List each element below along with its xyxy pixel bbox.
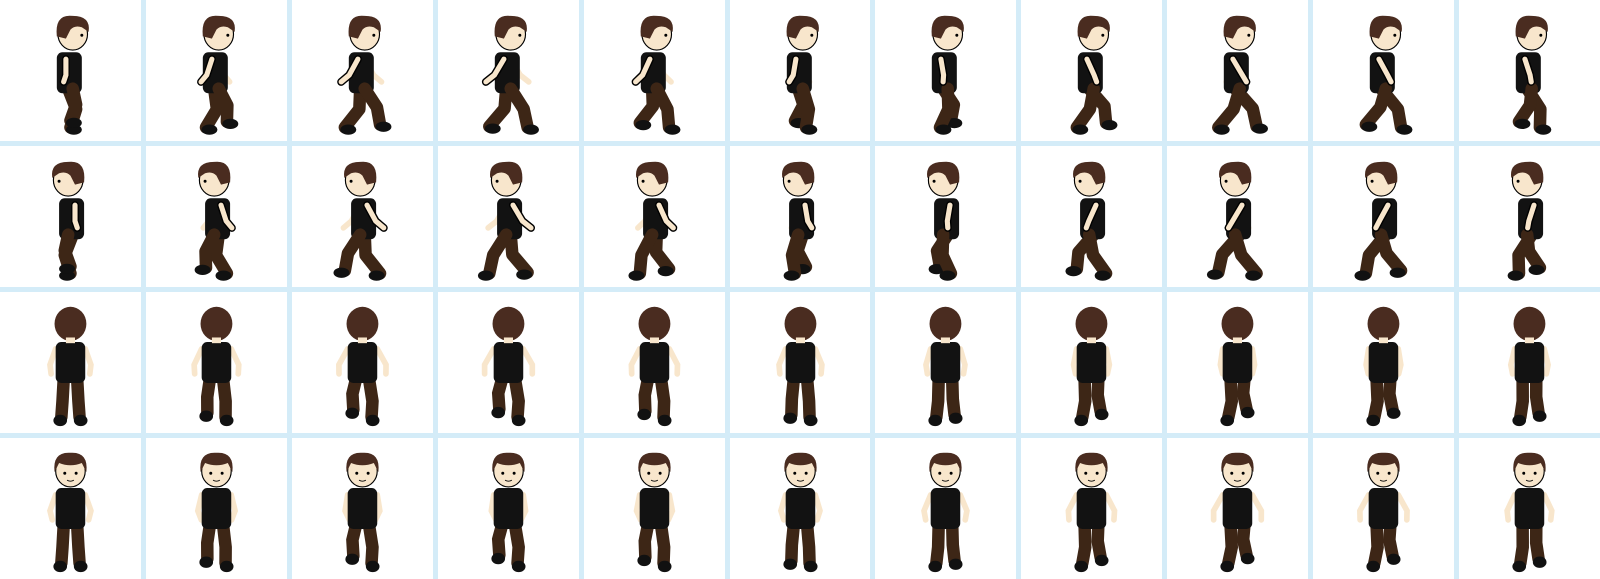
walk-toward-icon [633,452,675,573]
sprite-frame-r1-c7 [875,0,1017,141]
walk-left-icon [1507,161,1547,281]
walk-right-icon [1212,15,1269,135]
walk-away-icon [481,306,535,427]
sprite-frame-r3-c4 [437,292,579,433]
sprite-frame-r2-c4 [437,146,579,287]
sprite-frame-r2-c8 [1021,146,1163,287]
sprite-frame-r4-c6 [729,438,871,579]
walk-toward-icon [1211,452,1265,573]
sprite-frame-r4-c8 [1021,438,1163,579]
sprite-frame-r1-c3 [291,0,433,141]
walk-right-icon [336,15,392,135]
sprite-frame-r4-c2 [145,438,287,579]
walk-toward-icon [488,452,529,573]
walk-right-icon [481,15,539,135]
sprite-frame-r3-c7 [875,292,1017,433]
walk-left-icon [628,161,677,281]
walk-toward-icon [194,452,238,573]
sprite-frame-r2-c11 [1459,146,1600,287]
sprite-frame-r3-c10 [1313,292,1455,433]
walk-away-icon [1363,306,1404,427]
walk-right-icon [56,15,89,135]
sprite-frame-r2-c2 [145,146,287,287]
walk-left-icon [927,161,960,281]
sprite-frame-r3-c6 [729,292,871,433]
sprite-frame-r4-c10 [1313,438,1455,579]
sprite-frame-r1-c2 [145,0,287,141]
sprite-frame-r1-c9 [1167,0,1309,141]
sprite-frame-r1-c1 [0,0,141,141]
walk-away-icon [775,306,825,427]
walk-right-icon [784,15,819,135]
sprite-frame-r3-c2 [145,292,287,433]
sprite-frame-r3-c8 [1021,292,1163,433]
walk-right-icon [1070,15,1118,135]
sprite-frame-r2-c1 [0,146,141,287]
sprite-frame-r2-c10 [1313,146,1455,287]
walk-away-icon [1071,306,1113,427]
walk-toward-icon [1357,452,1411,573]
sprite-frame-r4-c5 [583,438,725,579]
walk-toward-icon [1065,452,1118,573]
walk-toward-icon [341,452,383,573]
sprite-frame-r2-c5 [583,146,725,287]
walk-away-icon [1507,306,1552,427]
walk-right-icon [631,15,681,135]
sprite-frame-r2-c6 [729,146,871,287]
sprite-frame-r1-c6 [729,0,871,141]
walk-toward-icon [47,452,94,573]
walk-right-icon [1359,15,1413,135]
sprite-frame-r1-c8 [1021,0,1163,141]
walk-right-icon [1512,15,1552,135]
sprite-frame-r4-c3 [291,438,433,579]
walk-away-icon [628,306,680,427]
sprite-frame-r1-c11 [1459,0,1600,141]
sprite-frame-r2-c7 [875,146,1017,287]
sprite-frame-r2-c3 [291,146,433,287]
walk-toward-icon [1504,452,1555,573]
walk-left-icon [1065,161,1113,281]
walk-away-icon [923,306,969,427]
walk-away-icon [1217,306,1258,427]
sprite-frame-r1-c4 [437,0,579,141]
walk-away-icon [47,306,94,427]
walk-right-icon [932,15,965,135]
walk-left-icon [333,161,388,281]
sprite-frame-r4-c11 [1459,438,1600,579]
walk-toward-icon [921,452,971,573]
walk-toward-icon [777,452,823,573]
sprite-frame-r4-c4 [437,438,579,579]
walk-left-icon [781,161,816,281]
sprite-frame-r3-c3 [291,292,433,433]
walk-right-icon [196,15,239,135]
sprite-frame-r3-c1 [0,292,141,433]
sprite-frame-r3-c9 [1167,292,1309,433]
walk-left-icon [1207,161,1264,281]
sprite-frame-r4-c9 [1167,438,1309,579]
sprite-frame-r2-c9 [1167,146,1309,287]
sprite-frame-r4-c7 [875,438,1017,579]
sprite-frame-r3-c11 [1459,292,1600,433]
sprite-frame-r1-c5 [583,0,725,141]
walk-away-icon [191,306,242,427]
walk-left-icon [1354,161,1408,281]
walk-left-icon [477,161,535,281]
walk-left-icon [52,161,85,281]
walk-away-icon [335,306,389,427]
sprite-frame-r1-c10 [1313,0,1455,141]
walk-left-icon [194,161,236,281]
sprite-frame-r3-c5 [583,292,725,433]
sprite-frame-r4-c1 [0,438,141,579]
